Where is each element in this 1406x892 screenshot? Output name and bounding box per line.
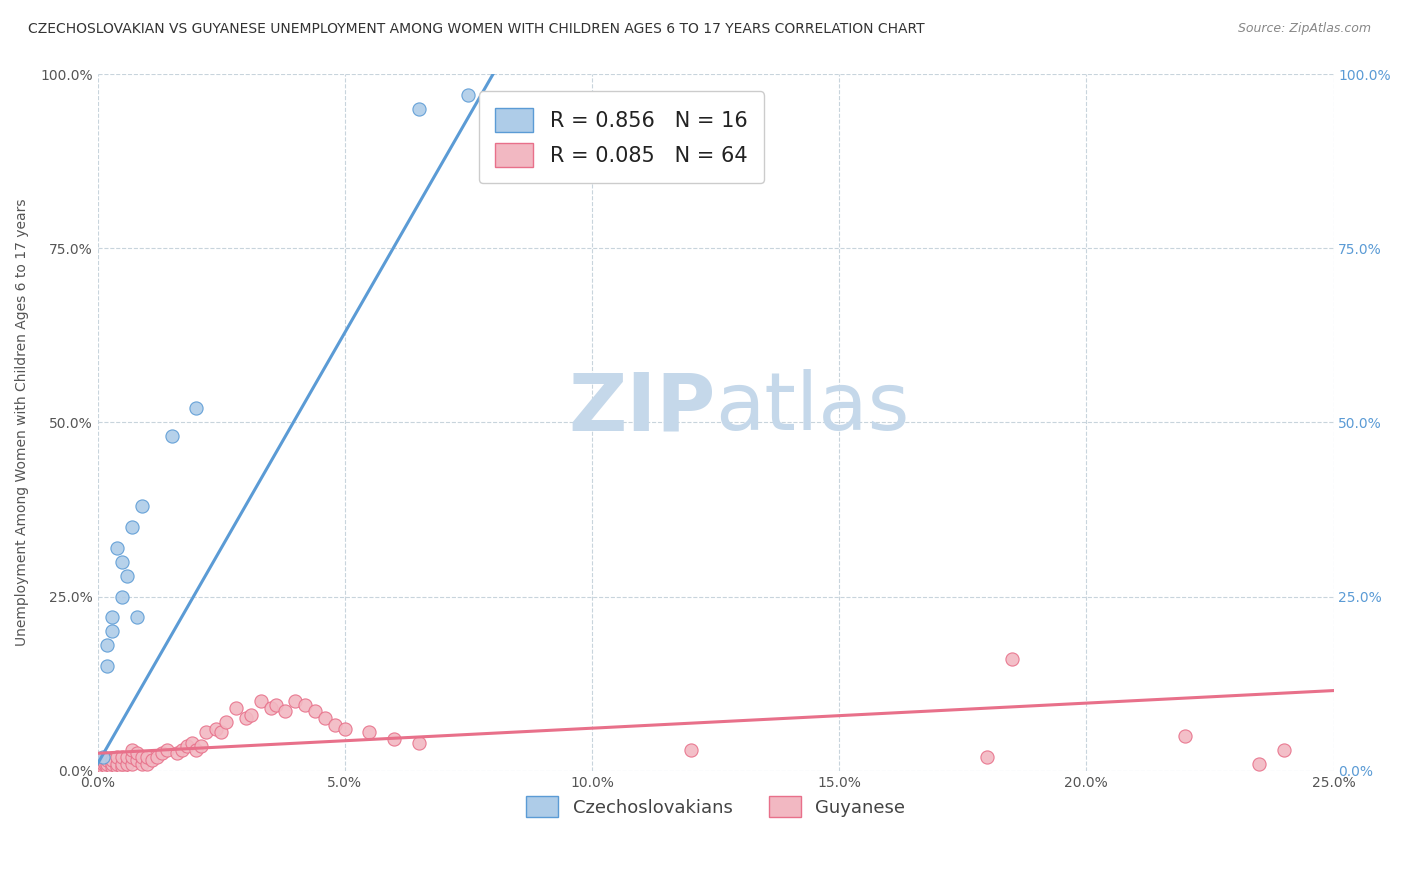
Point: [94, 756, 117, 771]
Point: [176, 739, 198, 754]
Point: [150, 746, 173, 760]
Point: [117, 749, 139, 764]
Point: [121, 749, 143, 764]
Point: [382, 732, 405, 747]
Point: [127, 610, 149, 624]
Point: [215, 714, 238, 729]
Point: [96, 756, 118, 771]
Point: [333, 722, 356, 736]
Point: [323, 718, 346, 732]
Point: [91, 753, 114, 767]
Point: [131, 499, 153, 513]
Point: [408, 736, 430, 750]
Text: atlas: atlas: [716, 369, 910, 448]
Point: [105, 756, 128, 771]
Point: [117, 568, 139, 582]
Point: [141, 753, 163, 767]
Point: [160, 429, 183, 443]
Point: [111, 749, 134, 764]
Point: [264, 698, 287, 712]
Point: [1272, 743, 1295, 757]
Point: [111, 756, 134, 771]
Point: [156, 743, 179, 757]
Point: [101, 624, 124, 639]
Point: [111, 555, 134, 569]
Point: [121, 743, 143, 757]
Point: [127, 746, 149, 760]
Point: [166, 746, 188, 760]
Point: [259, 701, 281, 715]
Point: [186, 743, 208, 757]
Point: [249, 694, 271, 708]
Point: [91, 749, 114, 764]
Point: [117, 756, 139, 771]
Point: [111, 590, 134, 604]
Point: [105, 541, 128, 555]
Point: [457, 87, 479, 102]
Point: [1174, 729, 1197, 743]
Point: [186, 401, 208, 416]
Text: ZIP: ZIP: [568, 369, 716, 448]
Text: CZECHOSLOVAKIAN VS GUYANESE UNEMPLOYMENT AMONG WOMEN WITH CHILDREN AGES 6 TO 17 : CZECHOSLOVAKIAN VS GUYANESE UNEMPLOYMENT…: [28, 22, 925, 37]
Point: [976, 749, 998, 764]
Y-axis label: Unemployment Among Women with Children Ages 6 to 17 years: Unemployment Among Women with Children A…: [15, 199, 30, 646]
Point: [235, 711, 257, 725]
Point: [274, 705, 297, 719]
Point: [96, 760, 118, 774]
Point: [91, 756, 114, 771]
Point: [101, 760, 124, 774]
Point: [91, 760, 114, 774]
Point: [105, 760, 128, 774]
Point: [131, 749, 153, 764]
Point: [170, 743, 193, 757]
Legend: Czechoslovakians, Guyanese: Czechoslovakians, Guyanese: [519, 789, 912, 824]
Point: [225, 701, 247, 715]
Point: [105, 749, 128, 764]
Point: [101, 610, 124, 624]
Point: [127, 753, 149, 767]
Point: [239, 708, 262, 723]
Point: [89, 756, 111, 771]
Text: Source: ZipAtlas.com: Source: ZipAtlas.com: [1237, 22, 1371, 36]
Point: [294, 698, 316, 712]
Point: [304, 705, 326, 719]
Point: [205, 722, 228, 736]
Point: [190, 739, 212, 754]
Point: [1249, 756, 1271, 771]
Point: [101, 756, 124, 771]
Point: [96, 659, 118, 673]
Point: [679, 743, 702, 757]
Point: [111, 760, 134, 774]
Point: [195, 725, 218, 739]
Point: [284, 694, 307, 708]
Point: [1001, 652, 1024, 666]
Point: [96, 753, 118, 767]
Point: [121, 756, 143, 771]
Point: [146, 749, 169, 764]
Point: [96, 638, 118, 652]
Point: [408, 102, 430, 116]
Point: [136, 749, 159, 764]
Point: [180, 736, 202, 750]
Point: [314, 711, 336, 725]
Point: [131, 756, 153, 771]
Point: [121, 520, 143, 534]
Point: [136, 756, 159, 771]
Point: [359, 725, 381, 739]
Point: [209, 725, 232, 739]
Point: [101, 753, 124, 767]
